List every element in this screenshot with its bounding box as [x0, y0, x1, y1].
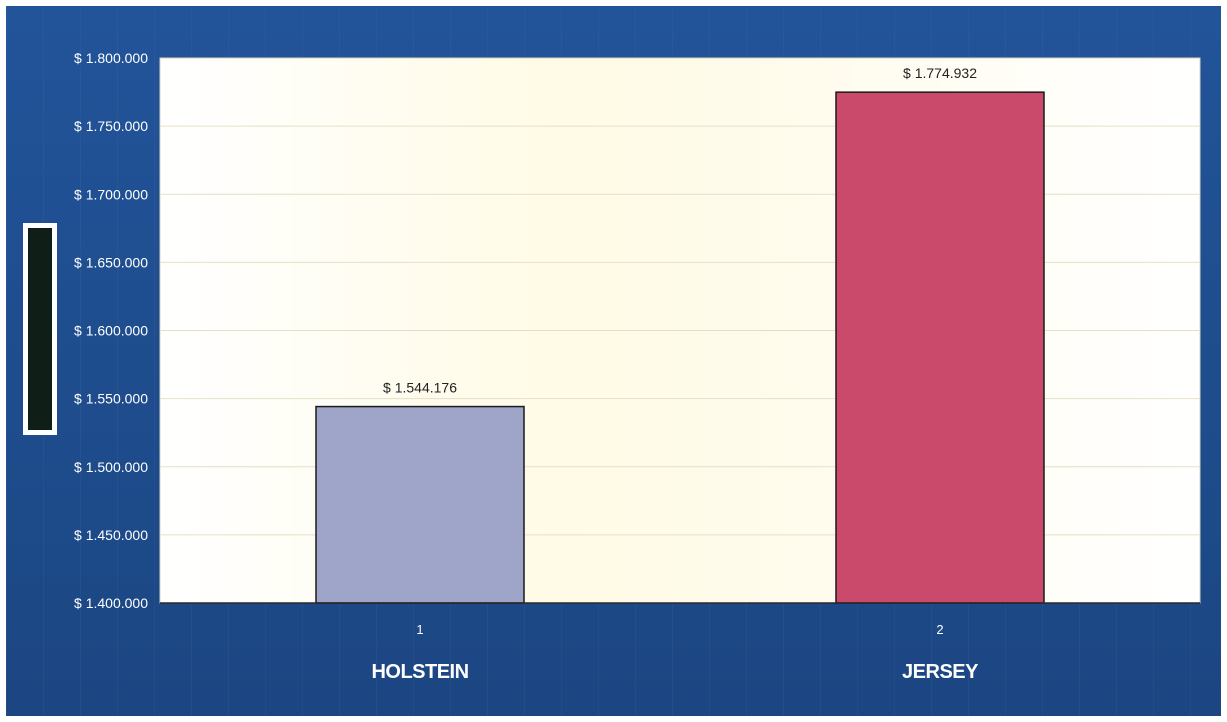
y-tick-label: $ 1.800.000 [74, 50, 148, 66]
bar-holstein [315, 405, 525, 604]
data-labels: $ 1.544.176 $ 1.774.932 [383, 65, 977, 395]
x-category-label: HOLSTEIN [371, 661, 468, 683]
y-tick-label: $ 1.650.000 [74, 254, 148, 270]
y-tick-label: $ 1.450.000 [74, 527, 148, 543]
x-axis: 1 HOLSTEIN 2 JERSEY [160, 602, 1200, 683]
x-tick-number: 1 [416, 622, 423, 637]
y-tick-label: $ 1.700.000 [74, 186, 148, 202]
y-tick-label: $ 1.500.000 [74, 459, 148, 475]
bars [315, 91, 1045, 604]
x-tick-number: 2 [936, 622, 943, 637]
x-category-label: JERSEY [902, 661, 979, 683]
data-label: $ 1.544.176 [383, 380, 457, 396]
y-axis: $ 1.400.000 $ 1.450.000 $ 1.500.000 $ 1.550… [74, 50, 148, 611]
y-tick-label: $ 1.550.000 [74, 391, 148, 407]
y-tick-label: $ 1.400.000 [74, 595, 148, 611]
data-label: $ 1.774.932 [903, 65, 977, 81]
y-tick-label: $ 1.750.000 [74, 118, 148, 134]
legend-swatch [23, 223, 57, 435]
y-tick-label: $ 1.600.000 [74, 323, 148, 339]
bar-jersey [835, 91, 1045, 604]
